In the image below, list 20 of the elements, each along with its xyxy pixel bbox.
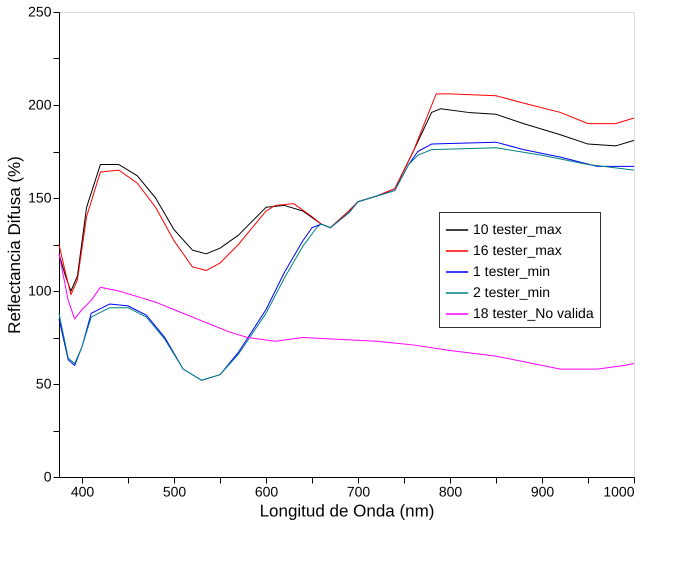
legend-label: 16 tester_max bbox=[473, 242, 562, 258]
x-tick-label: 1000 bbox=[603, 484, 635, 500]
x-tick-label: 700 bbox=[346, 484, 370, 500]
y-tick-label: 150 bbox=[28, 190, 52, 206]
legend-label: 1 tester_min bbox=[473, 263, 550, 279]
legend-label: 18 tester_No valida bbox=[473, 305, 594, 321]
x-axis-title: Longitud de Onda (nm) bbox=[260, 502, 434, 520]
y-axis-title: Reflectancia Difusa (%) bbox=[5, 156, 24, 334]
y-tick-label: 100 bbox=[28, 282, 52, 298]
legend-label: 2 tester_min bbox=[473, 284, 550, 300]
y-tick-label: 0 bbox=[44, 468, 52, 484]
x-tick-label: 900 bbox=[530, 484, 554, 500]
legend-label: 10 tester_max bbox=[473, 221, 562, 237]
x-tick-label: 600 bbox=[254, 484, 278, 500]
y-tick-label: 200 bbox=[28, 96, 52, 112]
x-tick-label: 500 bbox=[162, 484, 186, 500]
y-tick-label: 50 bbox=[36, 376, 52, 392]
y-tick-label: 250 bbox=[28, 4, 52, 20]
x-tick-label: 400 bbox=[70, 484, 94, 500]
x-tick-label: 800 bbox=[438, 484, 462, 500]
